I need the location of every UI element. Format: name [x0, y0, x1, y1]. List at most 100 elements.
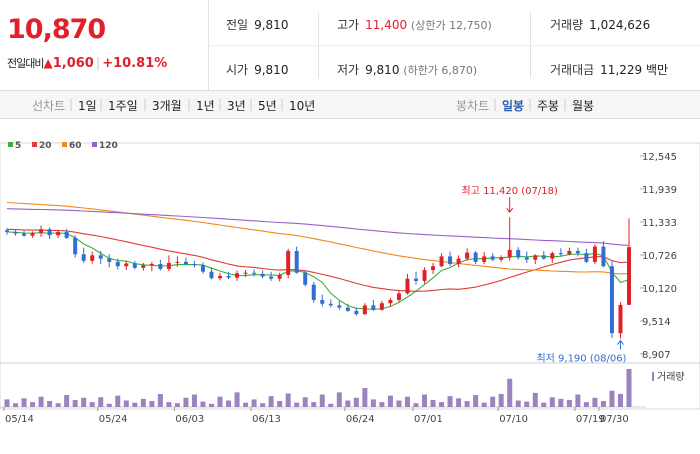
upper-limit: (상한가 12,750): [410, 19, 492, 32]
volume-bar: [243, 402, 249, 407]
candle-body: [558, 253, 563, 255]
candle-body: [5, 230, 9, 232]
candle-body: [107, 258, 112, 262]
volume-bar: [234, 392, 240, 407]
period-3y[interactable]: 3년: [227, 99, 246, 113]
prev-close-label: 전일: [226, 18, 249, 32]
candle-body: [584, 253, 589, 262]
candle-body: [235, 273, 240, 278]
candle-body: [601, 246, 606, 267]
legend-swatch-20: [32, 142, 37, 147]
volume-bar: [89, 402, 95, 407]
candle-body: [627, 247, 631, 305]
volume-bar: [217, 396, 223, 407]
amount-value: 11,229 백만: [600, 63, 669, 77]
candle-daily[interactable]: 일봉: [502, 99, 525, 113]
volume-bar: [447, 396, 453, 407]
candle-body: [465, 252, 470, 259]
candle-body: [413, 278, 418, 281]
candle-body: [175, 261, 180, 263]
candle-body: [328, 303, 333, 306]
volume-bar: [55, 403, 61, 407]
x-tick-label: 06/24: [346, 414, 375, 425]
candle-body: [422, 270, 427, 281]
candle-monthly[interactable]: 월봉: [572, 99, 595, 113]
divider: |: [528, 97, 533, 111]
volume-legend-label: 거래량: [657, 371, 685, 383]
trade-amount: 거래대금 11,229 백만: [550, 61, 668, 78]
divider: |: [249, 97, 254, 111]
candle-body: [362, 305, 367, 315]
candle-body: [286, 250, 291, 275]
volume-bar: [481, 402, 487, 407]
candle-body: [379, 303, 384, 310]
candle-body: [550, 253, 555, 259]
ma-120-line: [6, 208, 630, 246]
volume-bar: [208, 403, 214, 407]
price-chart: 5 20 60 120 12,545 11,939 11,333 10,726 10,120 9,…: [0, 119, 700, 450]
volume-bar: [575, 394, 581, 407]
candle-body: [192, 264, 197, 266]
y-tick-label: 9,514: [642, 317, 671, 328]
candle-body: [345, 307, 350, 311]
high-annotation: 최고 11,420 (07/18): [462, 185, 558, 197]
volume-bar: [30, 402, 36, 407]
volume-bar: [98, 397, 104, 407]
legend-swatch-60: [62, 142, 67, 147]
volume-bar: [345, 400, 351, 407]
low-annotation: 최저 9,190 (08/06): [536, 353, 626, 365]
volume-bar: [600, 401, 606, 407]
high-price: 고가 11,400 (상한가 12,750): [337, 16, 492, 33]
volume-bar: [64, 395, 70, 407]
ma-60-line: [6, 201, 630, 275]
candle-weekly[interactable]: 주봉: [537, 99, 560, 113]
volume-bar: [294, 402, 300, 407]
period-3m[interactable]: 3개월: [152, 99, 182, 113]
volume-bar: [464, 401, 470, 407]
candle-body: [482, 256, 487, 262]
divider: |: [99, 97, 104, 111]
volume-summary: 거래량 1,024,626: [550, 16, 650, 33]
period-1y[interactable]: 1년: [196, 99, 215, 113]
legend-label-120: 120: [99, 141, 118, 151]
candle-body: [473, 252, 478, 262]
volume-bar: [336, 392, 342, 407]
volume-bar: [226, 400, 232, 407]
candle-body: [252, 272, 257, 274]
volume-bar: [277, 401, 283, 407]
plot-frame: [0, 142, 700, 410]
y-tick-label: 11,333: [642, 218, 677, 229]
volume-bar: [515, 400, 521, 407]
candle-body: [124, 263, 129, 267]
volume-bar: [422, 394, 428, 407]
x-tick-label: 06/13: [252, 414, 281, 425]
volume-bar: [328, 403, 334, 407]
candle-body: [56, 231, 61, 236]
volume-bar: [558, 398, 564, 407]
candle-body: [575, 250, 580, 254]
candle-body: [115, 261, 120, 267]
x-tick-label: 07/10: [499, 414, 528, 425]
candle-body: [516, 249, 521, 258]
x-tick-label: 05/14: [5, 414, 34, 425]
period-10y[interactable]: 10년: [289, 99, 316, 113]
volume-bar: [149, 401, 155, 407]
period-1w[interactable]: 1주일: [108, 99, 138, 113]
candle-body: [311, 284, 316, 300]
volume-bar: [592, 397, 598, 407]
candle-body: [39, 229, 44, 234]
change-percent: +10.81%: [102, 56, 168, 71]
candle-body: [47, 229, 52, 236]
candle-body: [294, 250, 299, 273]
candle-body: [98, 255, 103, 259]
period-5y[interactable]: 5년: [258, 99, 277, 113]
volume-bar: [106, 403, 112, 407]
candle-body: [592, 246, 597, 262]
amount-label: 거래대금: [550, 63, 595, 77]
volume-bar: [81, 397, 87, 407]
candle-body: [456, 258, 461, 265]
volume-bar: [583, 402, 589, 407]
price-change: 전일대비▲1,060 | +10.81%: [7, 55, 167, 71]
candle-body: [200, 265, 205, 272]
period-1d[interactable]: 1일: [78, 99, 97, 113]
